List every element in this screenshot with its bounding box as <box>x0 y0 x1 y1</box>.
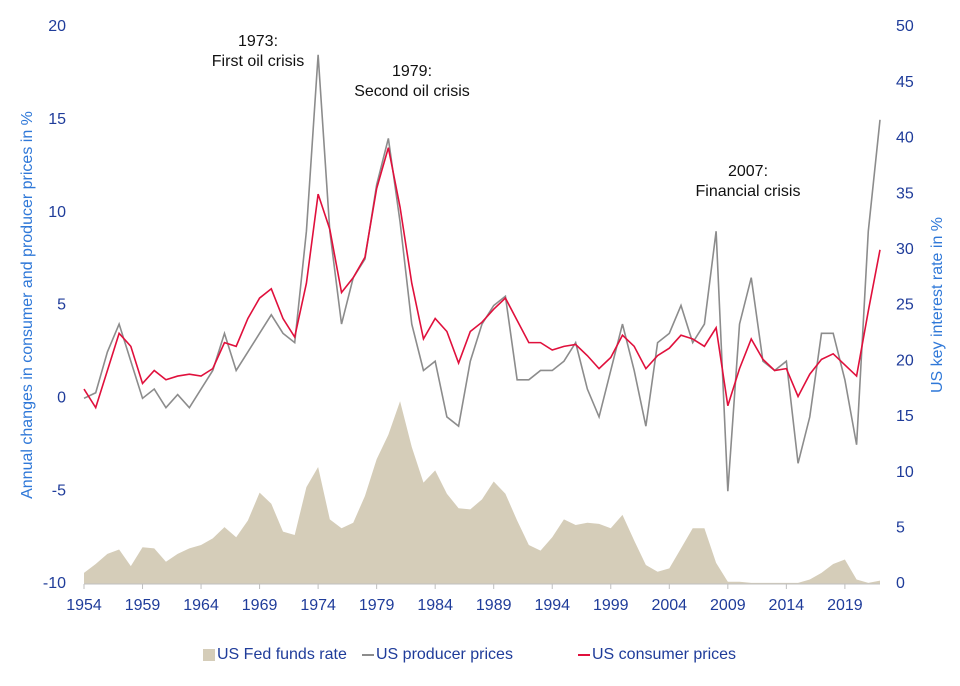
y2-tick-label: 25 <box>896 297 914 314</box>
y2-axis-title: US key interest rate in % <box>929 217 946 393</box>
y-tick-label: 0 <box>57 390 66 407</box>
y2-tick-label: 10 <box>896 464 914 481</box>
x-tick-label: 1959 <box>125 597 161 614</box>
legend-label: US producer prices <box>376 646 513 663</box>
annotation: 1973: <box>238 33 278 50</box>
y2-tick-label: 35 <box>896 185 914 202</box>
x-tick-label: 1954 <box>66 597 102 614</box>
x-tick-label: 1964 <box>183 597 219 614</box>
y-tick-label: 5 <box>57 297 66 314</box>
x-tick-label: 1979 <box>359 597 395 614</box>
line <box>83 147 881 410</box>
x-tick-label: 2009 <box>710 597 746 614</box>
x-tick-label: 2019 <box>827 597 863 614</box>
x-tick-label: 1974 <box>300 597 336 614</box>
y2-tick-label: 50 <box>896 18 914 35</box>
y-tick-label: 10 <box>48 204 66 221</box>
annotation: First oil crisis <box>212 53 304 70</box>
annotation: Second oil crisis <box>354 83 470 100</box>
legend-swatch <box>203 649 215 661</box>
x-tick-label: 1994 <box>534 597 570 614</box>
y-axis-title: Annual changes in consumer and producer … <box>19 111 36 499</box>
y-tick-label: 20 <box>48 18 66 35</box>
area <box>84 401 880 584</box>
x-tick-label: 2004 <box>651 597 687 614</box>
y-tick-label: -5 <box>52 482 66 499</box>
x-tick-label: 2014 <box>769 597 805 614</box>
x-tick-label: 1989 <box>476 597 512 614</box>
y2-tick-label: 0 <box>896 575 905 592</box>
x-tick-label: 1984 <box>417 597 453 614</box>
y2-tick-label: 45 <box>896 74 914 91</box>
x-tick-label: 1999 <box>593 597 629 614</box>
y2-tick-label: 5 <box>896 520 905 537</box>
x-tick-label: 1969 <box>242 597 278 614</box>
y2-tick-label: 40 <box>896 130 914 147</box>
y-tick-label: 15 <box>48 111 66 128</box>
annotation: Financial crisis <box>696 183 801 200</box>
y2-tick-label: 30 <box>896 241 914 258</box>
legend-label: US Fed funds rate <box>217 646 347 663</box>
annotation: 1979: <box>392 63 432 80</box>
legend-label: US consumer prices <box>592 646 736 663</box>
line <box>83 54 881 492</box>
y2-tick-label: 15 <box>896 408 914 425</box>
y-tick-label: -10 <box>43 575 66 592</box>
annotation: 2007: <box>728 163 768 180</box>
y2-tick-label: 20 <box>896 352 914 369</box>
